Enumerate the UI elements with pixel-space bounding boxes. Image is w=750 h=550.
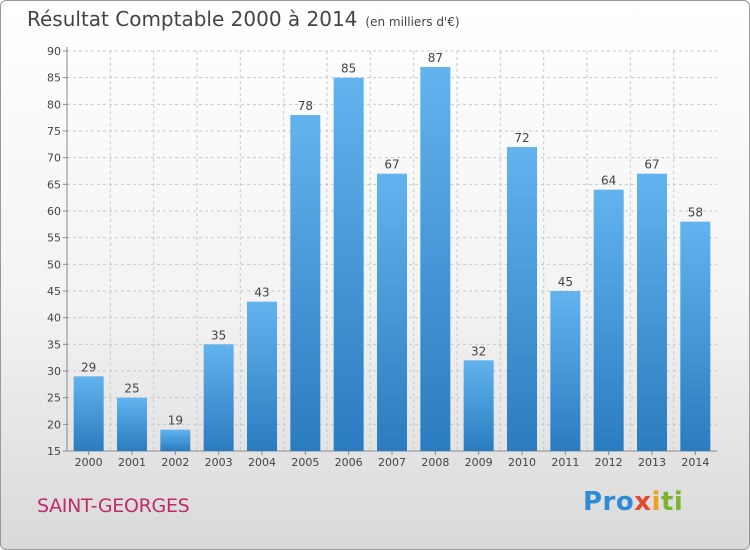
x-tick-label-2012: 2012 — [595, 456, 623, 469]
data-label-2003: 35 — [211, 328, 226, 342]
y-tick-label: 90 — [47, 45, 61, 58]
data-label-2013: 67 — [644, 158, 659, 172]
data-label-2012: 64 — [601, 174, 616, 188]
bar-2014 — [680, 221, 711, 451]
y-tick-label: 45 — [47, 285, 61, 298]
data-label-2008: 87 — [428, 51, 443, 65]
x-tick-label-2005: 2005 — [291, 456, 319, 469]
data-label-2004: 43 — [254, 286, 269, 300]
x-tick-label-2010: 2010 — [508, 456, 536, 469]
data-label-2006: 85 — [341, 62, 356, 76]
y-tick-label: 55 — [47, 232, 61, 245]
y-tick-label: 70 — [47, 152, 61, 165]
x-tick-label-2007: 2007 — [378, 456, 406, 469]
data-label-2007: 67 — [384, 158, 399, 172]
chart-title: Résultat Comptable 2000 à 2014 (en millie… — [27, 7, 460, 31]
chart-title-text: Résultat Comptable 2000 à 2014 — [27, 7, 358, 31]
x-tick-label-2008: 2008 — [421, 456, 449, 469]
y-tick-label: 80 — [47, 98, 61, 111]
labels: 15 20 25 30 35 40 45 50 55 60 65 70 75 80 85 90 29 2000 25… — [47, 45, 709, 469]
y-tick-label: 50 — [47, 258, 61, 271]
proxiti-logo: Proxiti — [583, 487, 684, 517]
bar-2004 — [247, 301, 277, 451]
data-label-2009: 32 — [471, 344, 486, 358]
bar-2001 — [117, 397, 147, 451]
x-tick-label-2000: 2000 — [75, 456, 103, 469]
bar-2008 — [420, 67, 451, 451]
bar-2000 — [73, 376, 104, 451]
data-label-2011: 45 — [558, 275, 573, 289]
bar-2013 — [637, 173, 667, 451]
y-tick-label: 30 — [47, 365, 61, 378]
commune-name: SAINT-GEORGES — [37, 495, 190, 517]
y-tick-label: 25 — [47, 392, 61, 405]
bars — [73, 67, 711, 452]
x-tick-label-2009: 2009 — [465, 456, 493, 469]
y-tick-label: 65 — [47, 178, 61, 191]
x-tick-label-2011: 2011 — [551, 456, 579, 469]
y-tick-label: 85 — [47, 72, 61, 85]
y-tick-label: 60 — [47, 205, 61, 218]
x-tick-label-2003: 2003 — [205, 456, 233, 469]
bar-2005 — [290, 115, 321, 451]
x-tick-label-2013: 2013 — [638, 456, 666, 469]
bar-2011 — [550, 291, 581, 451]
y-tick-label: 35 — [47, 338, 61, 351]
data-label-2005: 78 — [298, 99, 313, 113]
data-label-2000: 29 — [81, 360, 96, 374]
y-tick-label: 40 — [47, 312, 61, 325]
data-label-2002: 19 — [168, 414, 183, 428]
y-tick-label: 75 — [47, 125, 61, 138]
y-tick-label: 15 — [47, 445, 61, 458]
bar-2002 — [160, 429, 191, 451]
data-label-2010: 72 — [514, 131, 529, 145]
x-tick-label-2001: 2001 — [118, 456, 146, 469]
bar-2012 — [593, 189, 624, 451]
chart-subtitle: (en milliers d'€) — [365, 15, 460, 29]
bar-2007 — [377, 173, 407, 451]
bar-2010 — [507, 147, 537, 451]
y-tick-label: 20 — [47, 418, 61, 431]
bar-2006 — [333, 77, 364, 452]
x-tick-label-2014: 2014 — [681, 456, 709, 469]
data-label-2014: 58 — [688, 206, 703, 220]
bar-2003 — [203, 344, 234, 451]
x-tick-label-2004: 2004 — [248, 456, 276, 469]
data-label-2001: 25 — [124, 382, 139, 396]
x-tick-label-2006: 2006 — [335, 456, 363, 469]
bar-2009 — [463, 360, 494, 451]
x-tick-label-2002: 2002 — [161, 456, 189, 469]
